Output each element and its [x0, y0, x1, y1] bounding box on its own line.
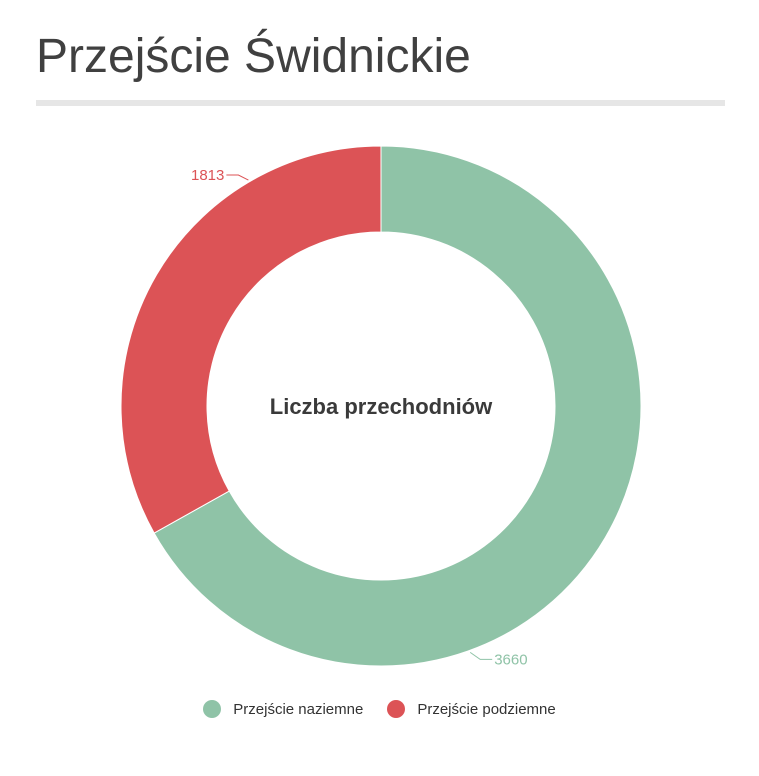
chart-center-label: Liczba przechodniów [270, 394, 493, 419]
chart-label-leader-1 [469, 651, 493, 660]
legend-item-2[interactable]: Przejście podziemne [387, 700, 556, 718]
donut-chart: 3660 1813 Liczba przechodniów [120, 145, 642, 668]
chart-data-label-1: 3660 [494, 651, 527, 668]
chart-slice-1[interactable] [153, 145, 642, 667]
page-title: Przejście Świdnickie [36, 30, 471, 83]
chart-slices [120, 145, 642, 667]
chart-legend: Przejście naziemne Przejście podziemne [0, 700, 759, 718]
legend-label: Przejście podziemne [417, 700, 556, 718]
chart-data-labels: 3660 1813 [191, 167, 528, 668]
legend-label: Przejście naziemne [233, 700, 364, 718]
chart-slice-2[interactable] [120, 145, 382, 534]
chart-data-label-2: 1813 [191, 167, 224, 184]
legend-swatch-icon [387, 700, 406, 718]
title-divider [36, 100, 725, 106]
legend-item-1[interactable]: Przejście naziemne [203, 700, 363, 718]
chart-label-leader-2 [226, 174, 249, 181]
legend-swatch-icon [203, 700, 222, 718]
